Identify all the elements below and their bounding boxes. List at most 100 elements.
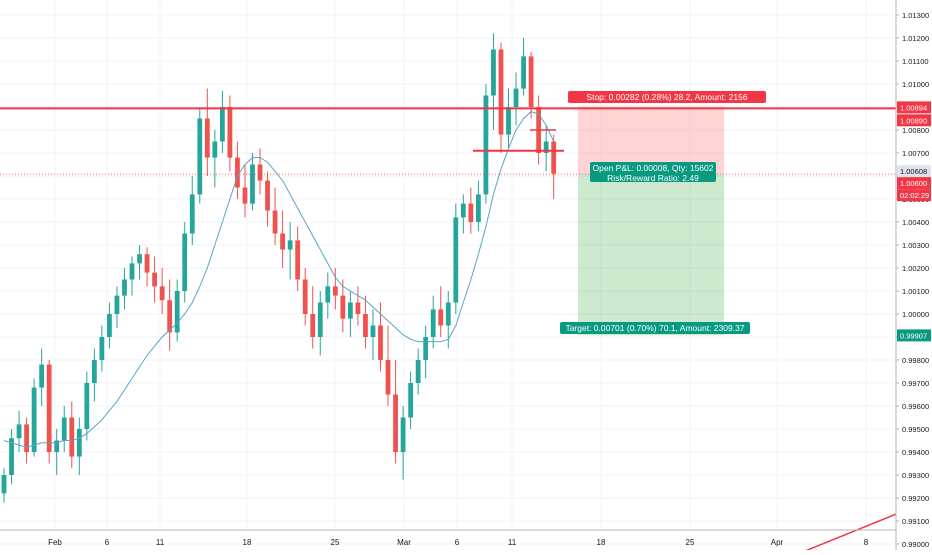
candle-body [521, 56, 526, 89]
target-level-badge: 0.99907 [897, 329, 931, 342]
candle-body [24, 424, 29, 452]
price-tick-label: 0.99700 [902, 379, 929, 388]
stop-level-badge-bg [897, 101, 931, 114]
countdown-badge-bg [897, 189, 931, 202]
candle-body [182, 233, 188, 291]
price-tick-label: 1.00300 [902, 241, 929, 250]
candle-body [460, 203, 466, 218]
target-label: Target: 0.00701 (0.70%) 70.1, Amount: 23… [560, 322, 750, 334]
candle-body [400, 417, 406, 452]
time-tick-label: 6 [455, 538, 460, 547]
countdown-badge-text: 02:02:29 [900, 191, 929, 200]
stop-label: Stop: 0.00282 (0.28%) 28.2, Amount: 2156 [568, 91, 766, 103]
candle-body [152, 272, 157, 287]
candle-body [513, 88, 519, 107]
drawn-lines[interactable] [0, 107, 897, 555]
price-axis-bg [896, 0, 932, 550]
candle-body [370, 325, 376, 337]
price-tick-label: 0.99800 [902, 356, 929, 365]
pnl-label-bg [590, 162, 716, 182]
candle-body [543, 141, 549, 153]
candle-body [506, 107, 511, 135]
candle-body [107, 314, 112, 337]
current-price-badge-bg [897, 177, 931, 190]
last-price-badge-text: 1.00608 [900, 167, 927, 176]
candle-body [250, 164, 255, 204]
price-tick-label: 0.99500 [902, 425, 929, 434]
price-tick-label: 1.01300 [902, 11, 929, 20]
time-tick-label: 11 [508, 538, 517, 547]
candle-body [159, 286, 165, 301]
trend-line [793, 513, 897, 555]
price-tick-label: 1.00200 [902, 264, 929, 273]
time-tick-label: Apr [771, 538, 784, 547]
candle-body [69, 417, 75, 457]
price-axis[interactable]: 1.013001.012001.011001.010001.009001.008… [895, 0, 932, 550]
candle-body [144, 254, 150, 273]
moving-average [3, 111, 555, 448]
candle-body [453, 217, 459, 303]
candle-body [468, 203, 474, 222]
time-tick-label: Feb [48, 538, 62, 547]
candle-body [219, 107, 225, 142]
time-axis[interactable]: Feb 6 11 18 25 Mar 6 11 18 25 Apr 8 [0, 529, 896, 547]
entry-level-badge-bg [897, 114, 931, 127]
candle-body [528, 56, 534, 107]
price-tick-label: 0.99300 [902, 471, 929, 480]
candle-body [340, 295, 346, 319]
candle-body [317, 302, 323, 337]
candle-body [265, 180, 270, 211]
stop-level-badge: 1.00894 [897, 101, 931, 114]
candle-body [551, 141, 557, 174]
stop-level-badge-text: 1.00894 [900, 103, 927, 112]
candle-body [1, 475, 7, 494]
price-tick-label: 0.99400 [902, 448, 929, 457]
price-tick-label: 0.99600 [902, 402, 929, 411]
candle-body [46, 364, 52, 452]
price-tick-label: 0.99000 [902, 540, 929, 549]
pnl-label-text: Risk/Reward Ratio: 2.49 [607, 173, 699, 183]
position-zones [578, 106, 724, 336]
price-tick-label: 1.01200 [902, 34, 929, 43]
moving-average-line [3, 111, 555, 448]
candle-body [272, 210, 278, 234]
candle-body [498, 49, 504, 135]
candle-body [54, 440, 60, 452]
candle-body [355, 302, 361, 314]
candle-body [242, 187, 248, 204]
last-price-badge: 1.00608 [897, 165, 931, 178]
candle-body [310, 314, 316, 337]
entry-level-badge: 1.00890 [897, 114, 931, 127]
candle-body [167, 300, 173, 333]
candle-body [204, 118, 210, 158]
candle-body [363, 314, 368, 337]
target-zone [578, 174, 724, 336]
price-tick-label: 1.00800 [902, 126, 929, 135]
target-label-text: Target: 0.00701 (0.70%) 70.1, Amount: 23… [565, 323, 744, 333]
candle-body [257, 164, 263, 181]
price-tick-label: 1.00700 [902, 149, 929, 158]
candle-body [475, 194, 481, 222]
candle-body [174, 291, 180, 333]
price-tick-label: 1.01100 [902, 57, 929, 66]
time-tick-label: 6 [105, 538, 110, 547]
time-tick-label: 18 [597, 538, 606, 547]
candle-body [16, 424, 22, 439]
candle-body [483, 95, 489, 195]
pnl-label-text: Open P&L: 0.00008, Qty: 15602 [593, 163, 714, 173]
time-tick-label: 11 [156, 538, 165, 547]
candle-body [408, 383, 414, 418]
candle-body [347, 302, 353, 319]
price-tick-label: 1.00000 [902, 310, 929, 319]
time-tick-label: 18 [243, 538, 252, 547]
candle-body [445, 302, 451, 326]
time-tick-label: 25 [331, 538, 340, 547]
candle-body [430, 309, 436, 337]
price-tick-label: 1.01000 [902, 80, 929, 89]
stop-label-text: Stop: 0.00282 (0.28%) 28.2, Amount: 2156 [586, 92, 747, 102]
candle-body [129, 263, 135, 280]
candle-body [325, 286, 331, 303]
candle-body [378, 325, 383, 360]
